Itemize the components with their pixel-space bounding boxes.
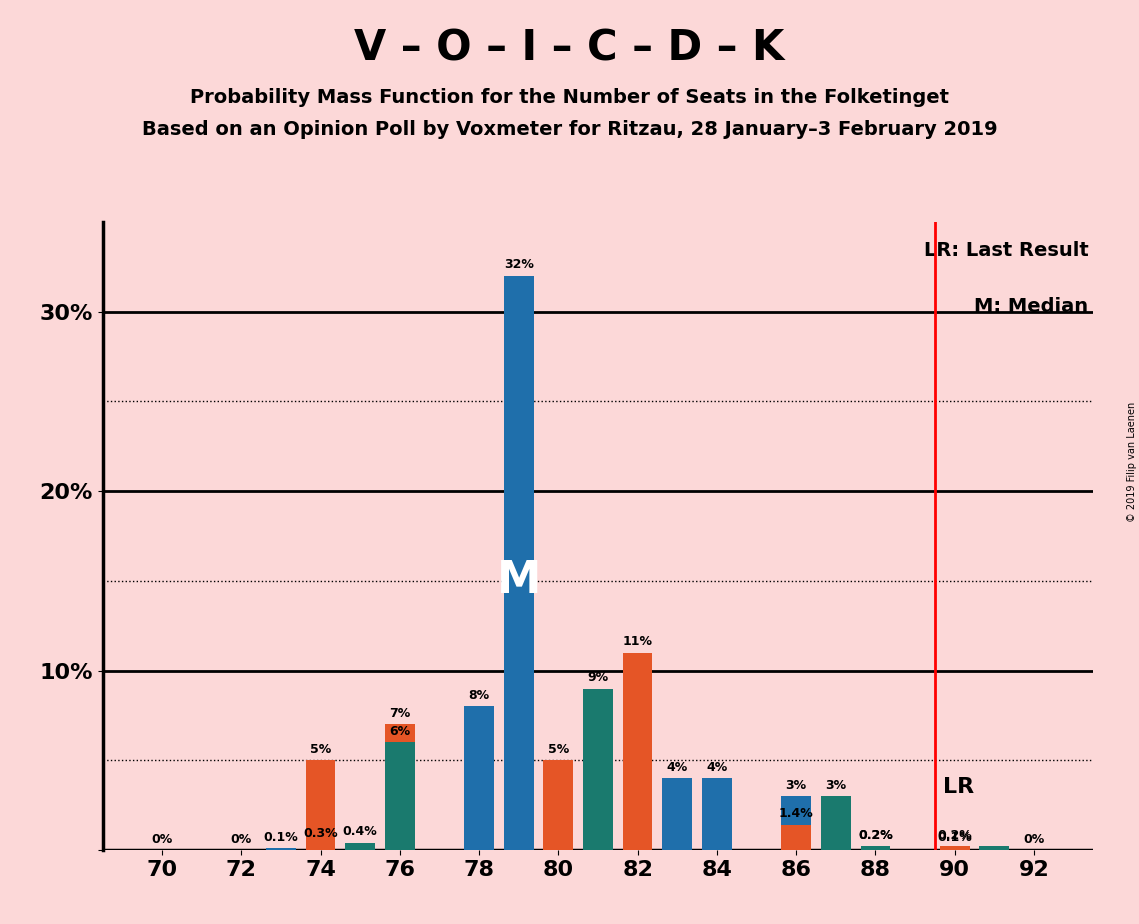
Bar bbox=[821, 796, 851, 850]
Bar bbox=[503, 275, 533, 850]
Text: 0%: 0% bbox=[230, 833, 252, 845]
Text: 32%: 32% bbox=[503, 258, 534, 271]
Bar bbox=[861, 846, 891, 850]
Bar bbox=[305, 760, 335, 850]
Text: 5%: 5% bbox=[310, 743, 331, 756]
Text: 0%: 0% bbox=[1023, 833, 1044, 845]
Text: 0.2%: 0.2% bbox=[937, 829, 972, 842]
Text: 8%: 8% bbox=[468, 689, 490, 702]
Bar bbox=[267, 848, 296, 850]
Bar bbox=[940, 848, 969, 850]
Bar bbox=[305, 845, 335, 850]
Text: 0%: 0% bbox=[151, 833, 173, 845]
Text: 11%: 11% bbox=[623, 635, 653, 648]
Text: V – O – I – C – D – K: V – O – I – C – D – K bbox=[354, 28, 785, 69]
Text: 7%: 7% bbox=[390, 707, 410, 720]
Bar bbox=[861, 846, 891, 850]
Text: Probability Mass Function for the Number of Seats in the Folketinget: Probability Mass Function for the Number… bbox=[190, 88, 949, 107]
Text: 1.4%: 1.4% bbox=[779, 808, 813, 821]
Text: 3%: 3% bbox=[826, 779, 846, 792]
Text: 5%: 5% bbox=[548, 743, 570, 756]
Bar bbox=[543, 760, 573, 850]
Bar bbox=[385, 742, 415, 850]
Bar bbox=[663, 778, 693, 850]
Bar bbox=[465, 707, 494, 850]
Text: Based on an Opinion Poll by Voxmeter for Ritzau, 28 January–3 February 2019: Based on an Opinion Poll by Voxmeter for… bbox=[141, 120, 998, 140]
Text: LR: LR bbox=[943, 777, 974, 797]
Text: 4%: 4% bbox=[706, 760, 728, 773]
Text: 0.4%: 0.4% bbox=[343, 825, 377, 838]
Text: 9%: 9% bbox=[588, 671, 608, 684]
Bar bbox=[781, 796, 811, 850]
Text: 0.1%: 0.1% bbox=[263, 831, 298, 844]
Bar bbox=[345, 843, 375, 850]
Text: © 2019 Filip van Laenen: © 2019 Filip van Laenen bbox=[1126, 402, 1137, 522]
Text: 4%: 4% bbox=[666, 760, 688, 773]
Text: 0.2%: 0.2% bbox=[858, 829, 893, 842]
Bar bbox=[385, 724, 415, 850]
Bar bbox=[623, 652, 653, 850]
Text: 0.2%: 0.2% bbox=[858, 829, 893, 842]
Text: 0.1%: 0.1% bbox=[937, 831, 972, 844]
Text: M: M bbox=[497, 559, 541, 602]
Bar bbox=[781, 825, 811, 850]
Bar bbox=[980, 846, 1009, 850]
Bar bbox=[583, 688, 613, 850]
Bar bbox=[940, 846, 969, 850]
Text: M: Median: M: Median bbox=[974, 298, 1089, 316]
Text: LR: Last Result: LR: Last Result bbox=[924, 240, 1089, 260]
Text: 6%: 6% bbox=[390, 725, 410, 738]
Text: 0.3%: 0.3% bbox=[303, 827, 338, 840]
Text: 3%: 3% bbox=[786, 779, 806, 792]
Bar bbox=[702, 778, 731, 850]
